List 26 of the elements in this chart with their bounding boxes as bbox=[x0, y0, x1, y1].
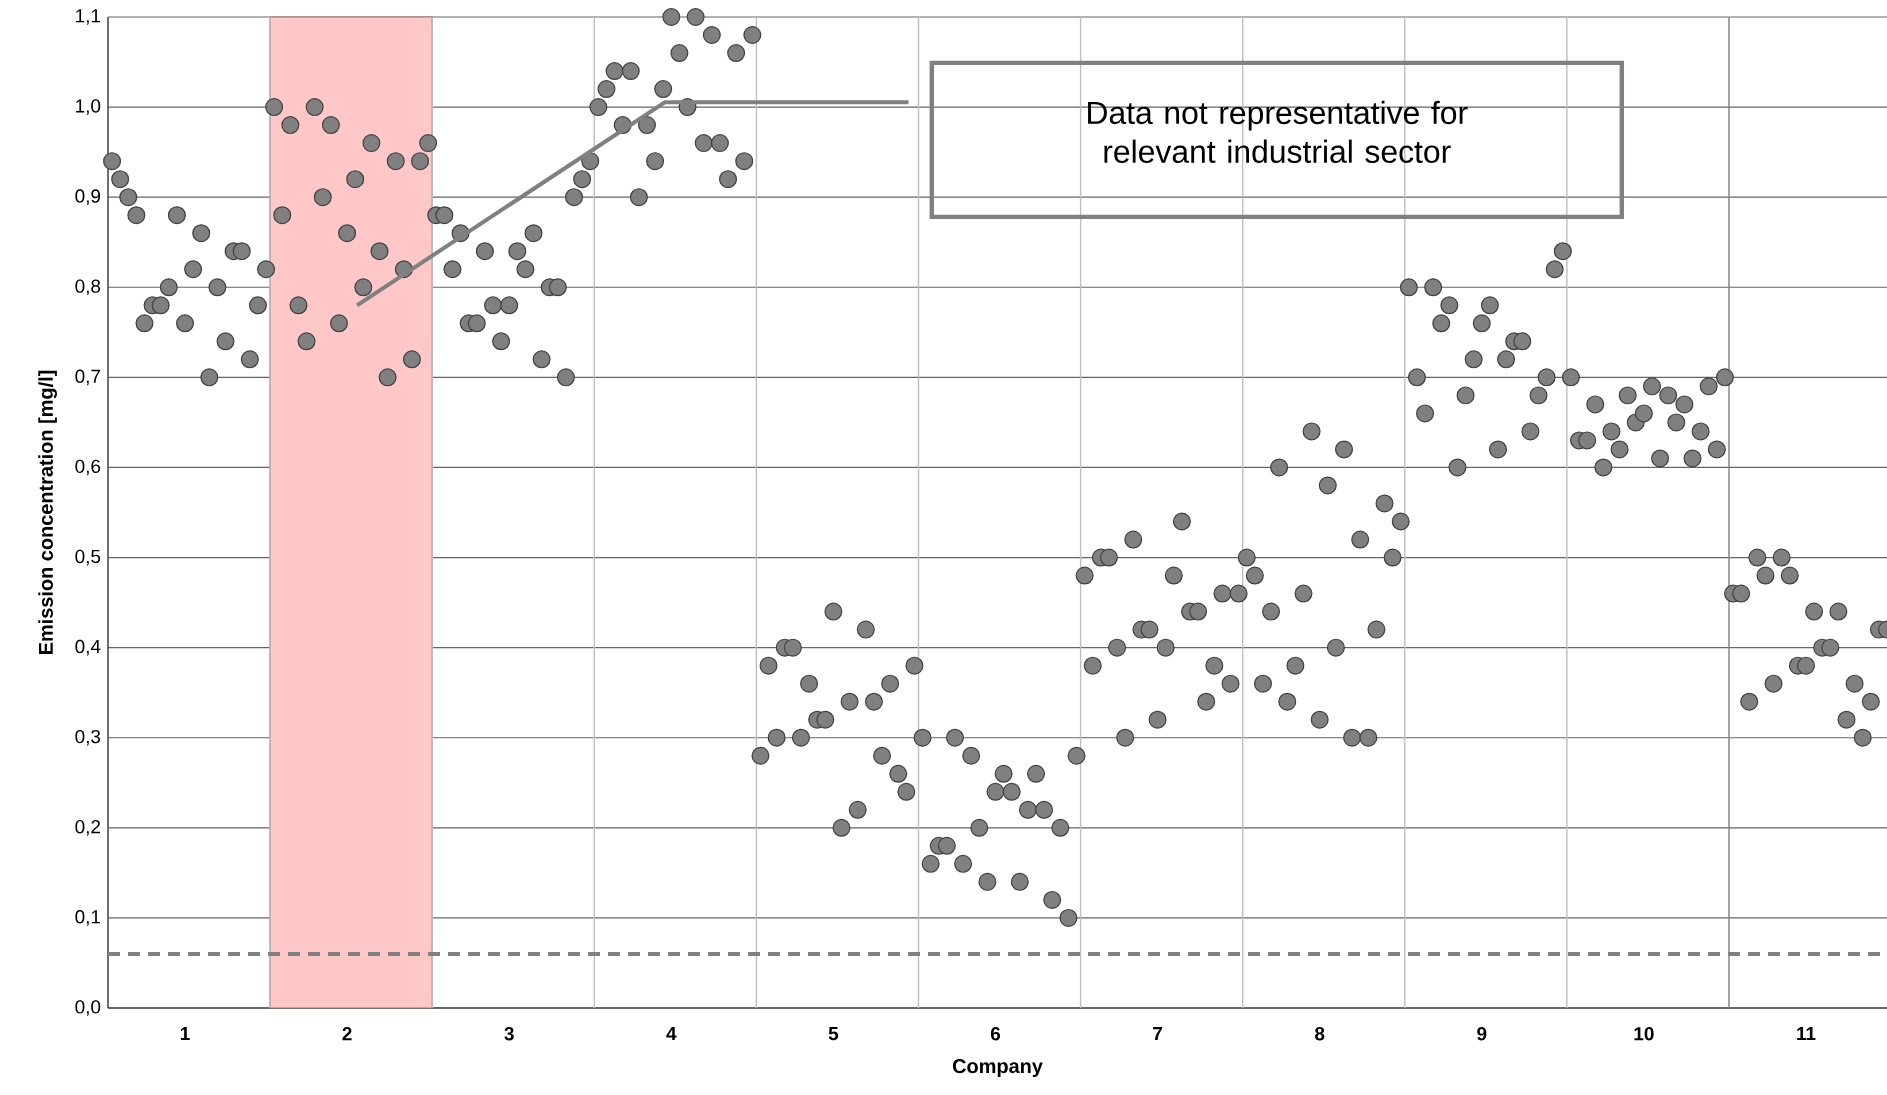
y-tick-label: 0,8 bbox=[75, 279, 101, 296]
y-tick-label: 1,0 bbox=[76, 99, 101, 115]
x-axis-title: Company bbox=[952, 1059, 1043, 1078]
annotation: Data not representative for relevant industrial sector bbox=[1088, 100, 1468, 163]
x-tick-label: 7 bbox=[1153, 1027, 1163, 1041]
y-tick-label: 0,9 bbox=[75, 189, 101, 206]
y-tick-label: 0,5 bbox=[75, 549, 101, 566]
x-tick-label: 8 bbox=[1315, 1027, 1325, 1041]
y-tick-label: 0,0 bbox=[75, 1000, 101, 1016]
y-tick-label: 1,1 bbox=[76, 9, 101, 25]
y-tick-label: 0,4 bbox=[75, 639, 101, 656]
x-tick-label: 4 bbox=[666, 1027, 677, 1041]
x-tick-label: 11 bbox=[1797, 1027, 1816, 1041]
y-axis-title: Emission concentration [mg/l] bbox=[38, 370, 57, 654]
x-tick-label: 5 bbox=[828, 1027, 839, 1041]
y-tick-label: 0,2 bbox=[75, 820, 101, 836]
y-tick-label: 0,3 bbox=[75, 729, 101, 746]
x-tick-label: 2 bbox=[342, 1027, 352, 1041]
x-tick-label: 1 bbox=[180, 1027, 190, 1041]
x-tick-label: 10 bbox=[1634, 1027, 1654, 1041]
x-tick-label: 6 bbox=[990, 1027, 1001, 1041]
y-tick-label: 0,1 bbox=[75, 910, 101, 926]
x-tick-label: 3 bbox=[504, 1027, 514, 1041]
x-tick-label: 9 bbox=[1477, 1027, 1487, 1041]
y-tick-label: 0,6 bbox=[75, 459, 101, 476]
y-tick-label: 0,7 bbox=[75, 369, 101, 386]
